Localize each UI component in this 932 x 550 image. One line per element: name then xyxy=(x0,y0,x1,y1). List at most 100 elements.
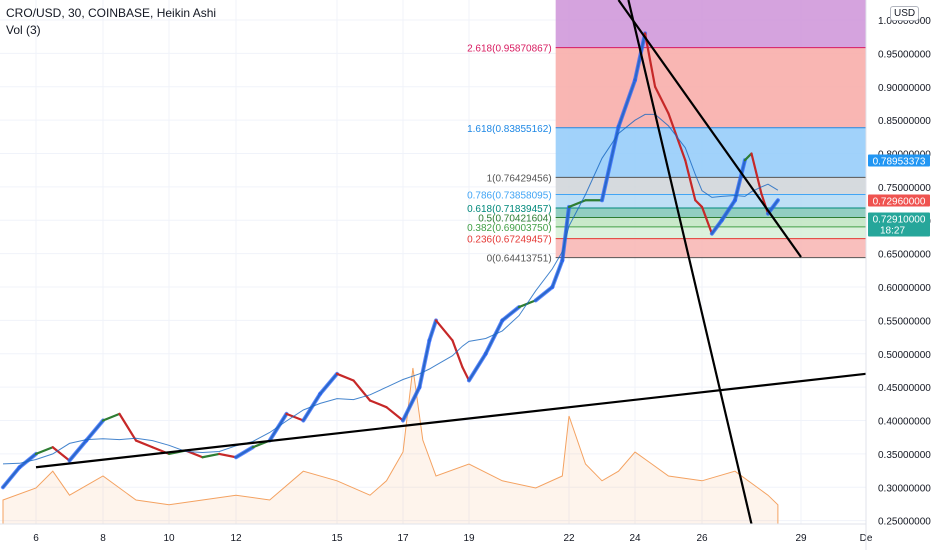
x-tick-label: 19 xyxy=(463,533,475,544)
y-tick-label: 0.35000000 xyxy=(878,450,931,461)
fib-level-label: 0.236(0.67249457) xyxy=(467,235,552,246)
fib-paren-open: ( xyxy=(492,254,496,265)
price-highlight-segment xyxy=(84,418,105,443)
fib-paren-close: ) xyxy=(548,191,551,202)
fib-level-label: 0.5(0.70421604) xyxy=(478,213,551,224)
fib-paren-open: ( xyxy=(492,223,496,234)
price-segment xyxy=(653,85,670,115)
fib-paren-close: ) xyxy=(548,235,551,246)
fib-value: 0.73858095 xyxy=(495,191,548,202)
price-segment xyxy=(461,366,471,382)
x-tick-label: 29 xyxy=(795,533,807,544)
price-highlight-segment xyxy=(533,285,555,303)
y-tick-label: 0.55000000 xyxy=(878,316,931,327)
fib-level-label: 1.618(0.83855162) xyxy=(467,124,552,135)
price-segment xyxy=(218,452,238,459)
y-tick-label: 0.30000000 xyxy=(878,483,931,494)
x-tick-label: 10 xyxy=(163,533,175,544)
price-highlight-segment xyxy=(427,318,438,343)
price-highlight-segment xyxy=(719,198,737,223)
fib-paren-close: ) xyxy=(548,254,551,265)
x-tick-label: 12 xyxy=(230,533,242,544)
currency-badge[interactable]: USD xyxy=(890,6,920,21)
fib-paren-close: ) xyxy=(548,44,551,55)
fib-paren-open: ( xyxy=(492,235,496,246)
chart-title: CRO/USD, 30, COINBASE, Heikin Ashi xyxy=(6,6,217,20)
fib-ratio: 1.618 xyxy=(467,124,492,135)
x-tick-label: 26 xyxy=(696,533,708,544)
x-tick-label: 8 xyxy=(100,533,106,544)
y-tick-label: 0.95000000 xyxy=(878,49,931,60)
price-segment xyxy=(101,412,121,422)
fib-zone xyxy=(555,177,866,195)
fib-level-label: 2.618(0.95870867) xyxy=(467,44,552,55)
fib-ratio: 0.786 xyxy=(467,191,492,202)
y-tick-label: 0.60000000 xyxy=(878,283,931,294)
fib-ratio: 0.5 xyxy=(478,213,492,224)
x-tick-label: 6 xyxy=(33,533,39,544)
price-segment xyxy=(700,205,714,235)
price-segment xyxy=(750,152,763,195)
indicator-label: Vol (3) xyxy=(6,23,41,37)
trend-line[interactable] xyxy=(627,0,753,525)
price-segment xyxy=(352,379,372,402)
price-label-value: 0.78953373 xyxy=(873,157,926,168)
price-segment xyxy=(368,399,388,409)
price-label-value: 0.72960000 xyxy=(873,197,926,208)
x-tick-label: 24 xyxy=(629,533,641,544)
fib-level-label: 0.382(0.69003750) xyxy=(467,223,552,234)
fib-zone xyxy=(555,47,866,128)
fib-value: 0.83855162 xyxy=(495,124,548,135)
price-highlight-segment xyxy=(467,351,488,383)
trend-line[interactable] xyxy=(35,372,867,469)
price-segment xyxy=(34,446,54,456)
price-highlight-segment xyxy=(500,305,521,323)
bar-countdown: 18:27 xyxy=(880,226,905,237)
price-highlight-segment xyxy=(733,158,747,203)
fib-paren-open: ( xyxy=(492,124,496,135)
y-tick-label: 0.40000000 xyxy=(878,417,931,428)
fib-ratio: 2.618 xyxy=(467,44,492,55)
y-tick-label: 0.25000000 xyxy=(878,517,931,528)
fib-ratio: 0 xyxy=(487,254,493,265)
fib-value: 0.76429456 xyxy=(495,173,548,184)
price-highlight-segment xyxy=(417,338,432,390)
fib-ratio: 0.382 xyxy=(467,223,492,234)
price-highlight-segment xyxy=(633,31,648,83)
moving-average-line xyxy=(2,113,779,465)
fib-value: 0.70421604 xyxy=(495,213,548,224)
y-tick-label: 0.75000000 xyxy=(878,183,931,194)
price-highlight-segment xyxy=(616,78,637,129)
y-tick-label: 0.85000000 xyxy=(878,116,931,127)
x-tick-label: 22 xyxy=(563,533,575,544)
fib-level-label: 0.618(0.71839457) xyxy=(467,204,552,215)
price-highlight-segment xyxy=(483,318,505,356)
fib-value: 0.95870867 xyxy=(495,44,548,55)
price-highlight-segment xyxy=(550,258,565,290)
fib-paren-close: ) xyxy=(548,213,551,224)
price-segment xyxy=(285,412,305,422)
price-segment xyxy=(567,199,587,209)
price-segment xyxy=(643,32,657,88)
price-segment xyxy=(385,406,405,422)
price-highlight-segment xyxy=(709,218,724,236)
price-segment xyxy=(201,452,221,459)
price-segment xyxy=(684,159,697,202)
fib-paren-open: ( xyxy=(492,191,496,202)
price-segment xyxy=(451,339,464,369)
y-tick-label: 0.45000000 xyxy=(878,383,931,394)
price-highlight-segment xyxy=(318,371,339,396)
fib-level-label: 0(0.64413751) xyxy=(487,254,552,265)
fib-paren-open: ( xyxy=(492,44,496,55)
fib-paren-close: ) xyxy=(548,173,551,184)
price-highlight-segment xyxy=(401,385,422,423)
price-segment xyxy=(335,372,355,382)
fib-ratio: 1 xyxy=(487,173,493,184)
fib-paren-open: ( xyxy=(492,213,496,224)
price-segment xyxy=(51,446,71,462)
fib-zone xyxy=(555,217,866,227)
y-tick-label: 0.65000000 xyxy=(878,250,931,261)
fib-value: 0.64413751 xyxy=(495,254,548,265)
trend-line[interactable] xyxy=(617,0,802,258)
